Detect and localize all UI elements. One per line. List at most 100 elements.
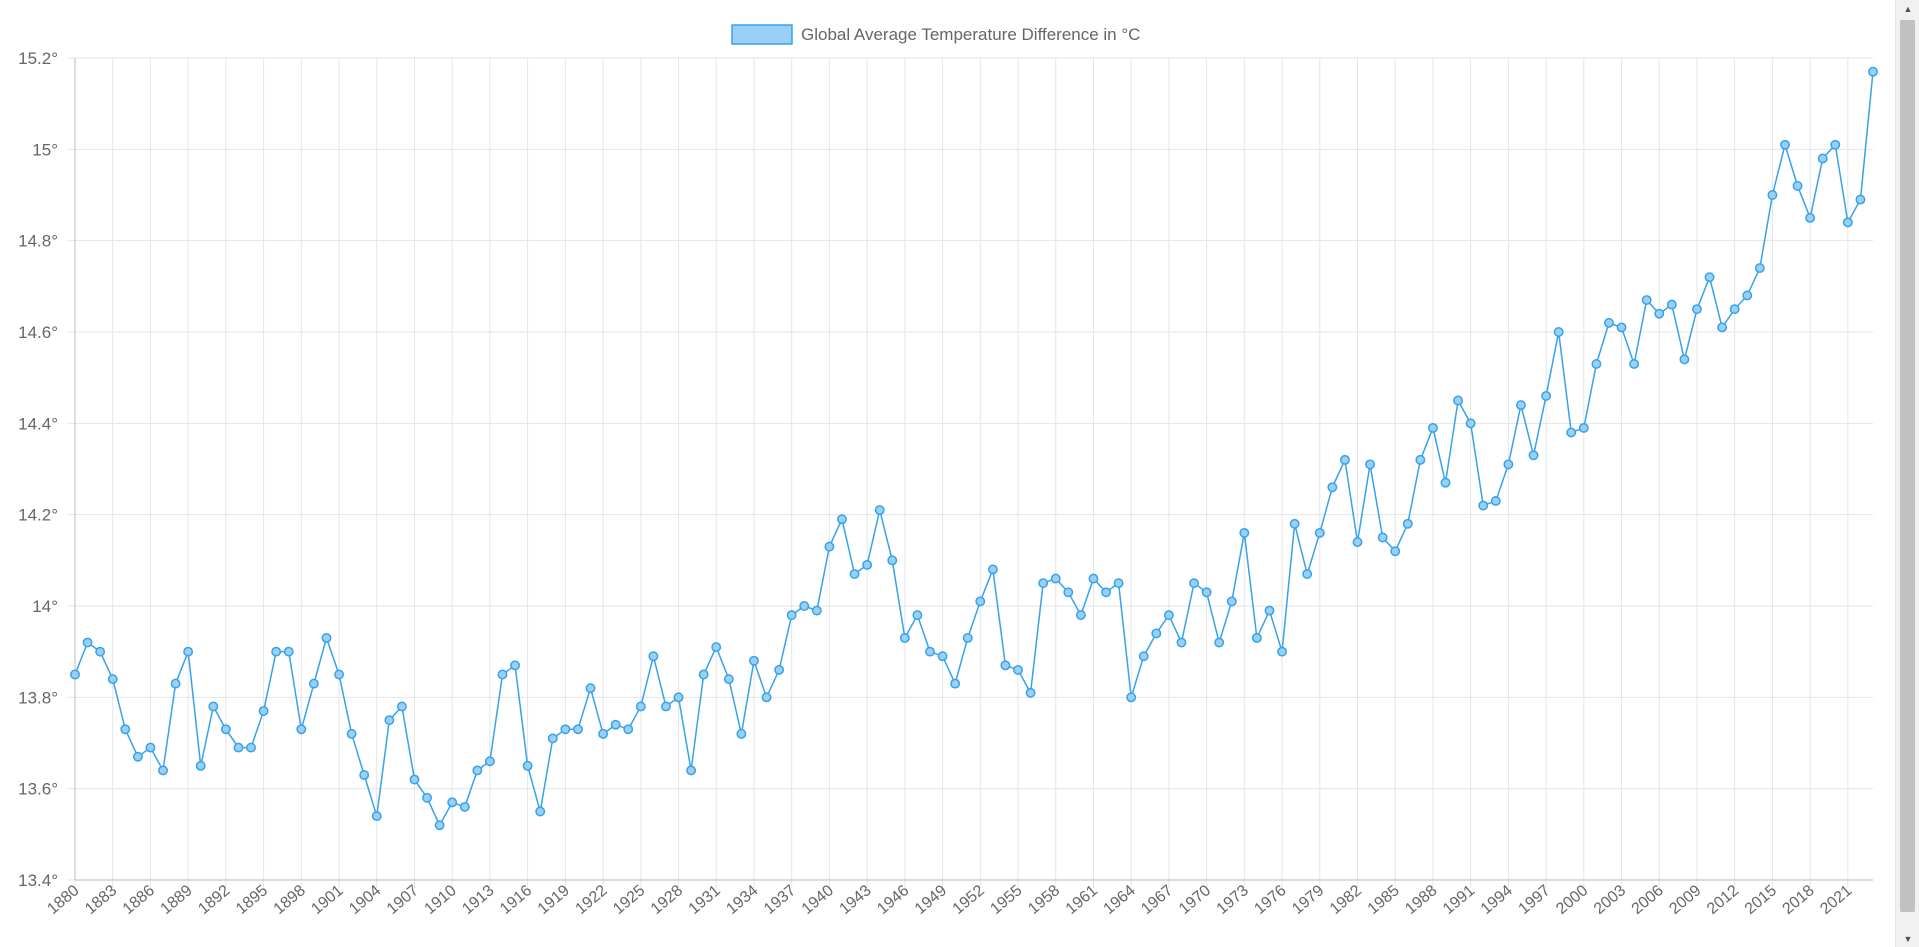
data-point[interactable]: [334, 669, 344, 680]
data-point[interactable]: [208, 701, 219, 712]
data-point[interactable]: [1465, 418, 1476, 429]
data-point[interactable]: [962, 633, 973, 643]
data-point[interactable]: [1805, 212, 1816, 223]
data-point[interactable]: [484, 756, 495, 767]
data-point[interactable]: [1214, 637, 1225, 648]
data-point[interactable]: [1666, 299, 1677, 310]
data-point[interactable]: [874, 505, 885, 516]
data-point[interactable]: [183, 646, 194, 657]
data-point[interactable]: [1440, 477, 1451, 488]
data-point[interactable]: [1490, 496, 1501, 506]
data-point[interactable]: [1566, 427, 1577, 438]
scrollbar-thumb[interactable]: [1900, 20, 1915, 912]
data-point[interactable]: [1729, 304, 1740, 315]
data-point[interactable]: [522, 760, 533, 771]
data-point[interactable]: [1239, 527, 1250, 538]
data-point[interactable]: [1830, 139, 1841, 150]
data-point[interactable]: [1742, 290, 1753, 301]
data-point[interactable]: [1679, 354, 1690, 365]
scroll-up-arrow-icon[interactable]: ▲: [1903, 3, 1913, 14]
data-point[interactable]: [1339, 454, 1350, 465]
legend-label[interactable]: Global Average Temperature Difference in…: [801, 25, 1140, 44]
data-point[interactable]: [195, 760, 206, 771]
data-point[interactable]: [598, 728, 609, 739]
data-point[interactable]: [1792, 180, 1803, 191]
data-point[interactable]: [1226, 596, 1237, 607]
data-point[interactable]: [1352, 537, 1363, 548]
data-point[interactable]: [547, 733, 558, 744]
data-point[interactable]: [145, 742, 156, 753]
data-point[interactable]: [1390, 546, 1401, 557]
data-point[interactable]: [1138, 651, 1149, 662]
data-point[interactable]: [610, 719, 621, 730]
data-point[interactable]: [1654, 308, 1665, 319]
data-point[interactable]: [950, 678, 961, 689]
data-point[interactable]: [1289, 518, 1300, 529]
data-point[interactable]: [1151, 628, 1162, 639]
data-point[interactable]: [899, 633, 910, 643]
data-point[interactable]: [434, 820, 445, 831]
data-point[interactable]: [1704, 272, 1715, 283]
data-point[interactable]: [1201, 587, 1212, 598]
data-point[interactable]: [648, 651, 659, 662]
data-point[interactable]: [1868, 66, 1878, 77]
vertical-scrollbar[interactable]: ▲ ▼: [1895, 0, 1919, 947]
data-point[interactable]: [1453, 395, 1464, 406]
data-point[interactable]: [308, 678, 319, 689]
data-point[interactable]: [447, 797, 458, 808]
data-point[interactable]: [862, 559, 873, 570]
data-point[interactable]: [95, 646, 106, 657]
legend[interactable]: Global Average Temperature Difference in…: [731, 24, 1140, 45]
data-point[interactable]: [925, 646, 935, 657]
data-point[interactable]: [1842, 217, 1853, 228]
data-point[interactable]: [824, 541, 835, 552]
data-point[interactable]: [1000, 660, 1011, 671]
data-point[interactable]: [686, 765, 697, 776]
data-point[interactable]: [1113, 578, 1124, 589]
data-point[interactable]: [371, 811, 382, 822]
data-point[interactable]: [422, 792, 433, 803]
data-point[interactable]: [887, 555, 898, 566]
data-point[interactable]: [384, 715, 395, 726]
data-point[interactable]: [1277, 646, 1287, 657]
data-point[interactable]: [510, 660, 521, 671]
data-point[interactable]: [1478, 500, 1489, 511]
data-point[interactable]: [1402, 518, 1413, 529]
data-point[interactable]: [1176, 637, 1187, 648]
data-point[interactable]: [572, 724, 583, 735]
data-point[interactable]: [170, 678, 181, 689]
data-point[interactable]: [1641, 295, 1652, 305]
data-point[interactable]: [937, 651, 948, 662]
data-point[interactable]: [1855, 194, 1866, 205]
data-point[interactable]: [623, 724, 634, 735]
data-point[interactable]: [246, 742, 256, 753]
data-point[interactable]: [585, 683, 596, 694]
data-point[interactable]: [1327, 482, 1338, 493]
data-point[interactable]: [711, 642, 722, 653]
data-point[interactable]: [1377, 532, 1388, 543]
legend-swatch[interactable]: [731, 24, 793, 45]
data-point[interactable]: [1163, 610, 1174, 621]
data-point[interactable]: [1314, 527, 1325, 538]
data-point[interactable]: [1427, 422, 1438, 433]
data-point[interactable]: [1717, 322, 1728, 333]
data-point[interactable]: [1629, 359, 1640, 369]
data-point[interactable]: [1415, 454, 1426, 465]
data-point[interactable]: [1038, 578, 1049, 589]
data-point[interactable]: [1817, 153, 1828, 164]
data-point[interactable]: [1264, 605, 1275, 616]
data-point[interactable]: [1503, 459, 1514, 470]
data-point[interactable]: [296, 724, 307, 735]
data-point[interactable]: [1515, 400, 1526, 411]
data-point[interactable]: [409, 774, 420, 785]
data-point[interactable]: [396, 701, 407, 712]
data-point[interactable]: [346, 728, 357, 739]
data-point[interactable]: [774, 664, 785, 675]
data-point[interactable]: [1013, 664, 1023, 675]
data-point[interactable]: [837, 514, 847, 525]
data-point[interactable]: [258, 706, 269, 716]
data-point[interactable]: [799, 601, 810, 611]
data-point[interactable]: [1692, 304, 1702, 315]
data-point[interactable]: [723, 674, 734, 685]
data-point[interactable]: [497, 669, 508, 680]
